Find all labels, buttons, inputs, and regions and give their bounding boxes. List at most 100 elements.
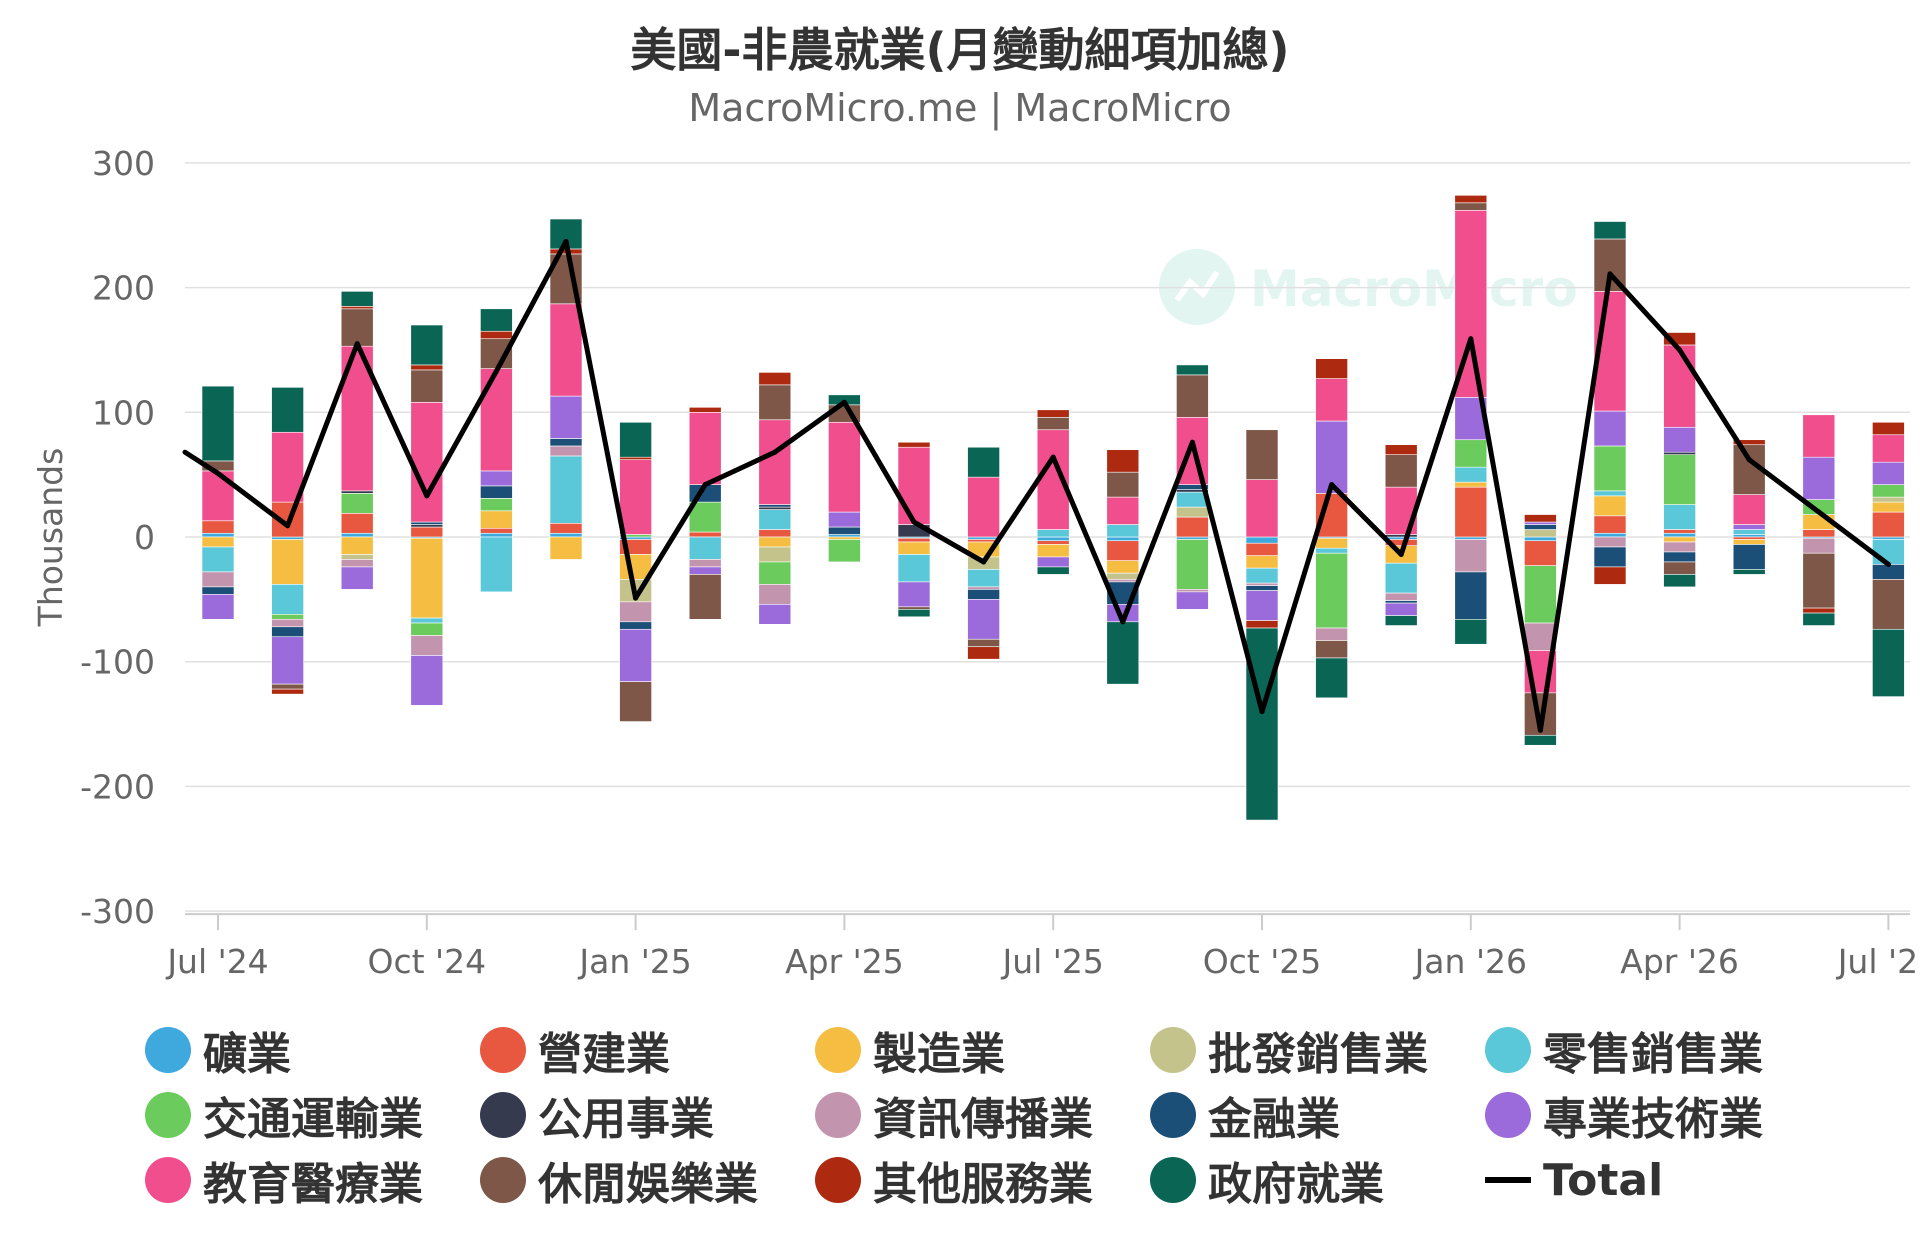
legend-item[interactable]: 零售銷售業 [1485,1020,1763,1080]
bar-segment-11-8 [758,384,792,421]
bar-segment-13-4 [480,308,513,332]
bar-segment-2-12 [1036,544,1070,558]
bar-segment-3-24 [1872,496,1905,503]
bar-segment-11-13 [1106,471,1140,498]
bar-segment-2-18 [1454,481,1488,488]
bar-segment-2-15 [1245,555,1279,569]
total-point [285,523,291,529]
bar-segment-10-4 [480,368,513,472]
bar-segment-4-1 [271,584,304,615]
legend-item[interactable]: 營建業 [480,1020,670,1080]
bar-segment-12-11 [967,646,1000,660]
legend-swatch [145,1157,191,1203]
bar-segment-10-8 [758,419,792,505]
total-point [1120,619,1126,625]
legend-item[interactable]: 其他服務業 [815,1150,1093,1210]
bar-segment-1-0 [201,520,235,534]
bar-segment-8-6 [619,621,652,630]
legend-swatch [480,1157,526,1203]
bar-segment-5-14 [1176,539,1209,590]
bar-segment-4-15 [1245,567,1279,584]
bar-segment-0-2 [340,532,374,538]
bar-segment-6-17 [1384,534,1418,538]
bar-segment-8-8 [758,504,792,508]
legend-label: 批發銷售業 [1208,1029,1428,1080]
legend-item[interactable]: 教育醫療業 [145,1150,423,1210]
bar-segment-7-5 [549,445,583,457]
bar-segment-1-12 [1036,540,1070,545]
legend-swatch [145,1092,191,1138]
bar-segment-8-19 [1524,524,1557,530]
legend-item[interactable]: 交通運輸業 [145,1085,423,1145]
bar-segment-13-17 [1384,615,1418,626]
bar-segment-7-7 [688,559,722,568]
bar-segment-2-9 [828,536,861,540]
y-tick-label: -300 [80,892,155,931]
total-point [702,482,708,488]
bar-segment-2-13 [1106,560,1140,574]
legend-item[interactable]: 資訊傳播業 [815,1085,1093,1145]
bar-segment-12-20 [1593,566,1627,585]
bar-segment-3-13 [1106,572,1140,580]
bar-segment-10-0 [201,470,235,522]
bar-segment-1-23 [1802,529,1836,538]
bar-segment-13-22 [1732,569,1766,575]
bar-segment-4-24 [1872,539,1905,565]
y-tick-label: 300 [92,144,155,183]
legend-item[interactable]: 公用事業 [480,1085,714,1145]
bar-segment-8-17 [1384,600,1418,604]
bar-segment-12-12 [1036,409,1070,418]
legend-label: 營建業 [538,1029,670,1080]
total-point [1398,551,1404,557]
bar-segment-13-11 [967,446,1000,478]
total-point [1885,561,1891,567]
bar-segment-7-11 [967,586,1000,590]
bar-segment-8-20 [1593,546,1627,568]
total-point [424,493,430,499]
bar-segment-9-1 [271,636,304,685]
total-point [1677,347,1683,353]
legend-item[interactable]: 製造業 [815,1020,1005,1080]
bar-segment-1-8 [758,529,792,538]
x-tick-label: Apr '25 [785,942,904,981]
legend-item[interactable]: Total [1485,1150,1663,1210]
legend-item[interactable]: 批發銷售業 [1150,1020,1428,1080]
bar-segment-7-1 [271,619,304,628]
legend-item[interactable]: 金融業 [1150,1085,1340,1145]
legend-swatch [815,1027,861,1073]
bar-segment-3-2 [340,554,374,560]
total-line [182,238,1891,733]
bar-segment-5-9 [828,539,861,563]
bar-segment-11-21 [1663,561,1696,575]
y-axis-label: Thousands [31,448,70,628]
bar-segment-9-8 [758,604,792,625]
bar-segment-0-19 [1524,536,1557,542]
bar-segment-11-24 [1872,579,1905,630]
bar-segment-10-21 [1663,344,1696,428]
legend-label: 製造業 [873,1029,1005,1080]
legend-item[interactable]: 休閒娛樂業 [480,1150,758,1210]
y-tick-label: 0 [134,518,155,557]
bar-segment-5-24 [1872,484,1905,498]
bar-segment-13-6 [619,421,652,458]
legend-item[interactable]: 政府就業 [1150,1150,1384,1210]
bar-segment-12-22 [1732,439,1766,446]
bar-segment-0-14 [1176,536,1209,540]
total-point [1259,709,1265,715]
bar-segment-12-13 [1106,449,1140,473]
bar-segment-10-22 [1732,494,1766,525]
legend-line-swatch [1485,1177,1531,1183]
bar-segment-1-2 [340,513,374,534]
total-point [1329,482,1335,488]
bar-segment-2-16 [1315,537,1348,549]
x-tick-label: Jan '26 [1413,942,1527,981]
bar-segment-4-11 [967,569,1000,588]
bar-segment-5-4 [480,498,513,512]
bar-segment-9-15 [1245,590,1279,621]
legend-item[interactable]: 專業技術業 [1485,1085,1763,1145]
bar-segment-0-21 [1663,532,1696,538]
legend-item[interactable]: 礦業 [145,1020,291,1080]
bar-segment-12-8 [758,372,792,386]
bar-segment-9-17 [1384,602,1418,616]
bar-segment-0-11 [967,536,1000,540]
